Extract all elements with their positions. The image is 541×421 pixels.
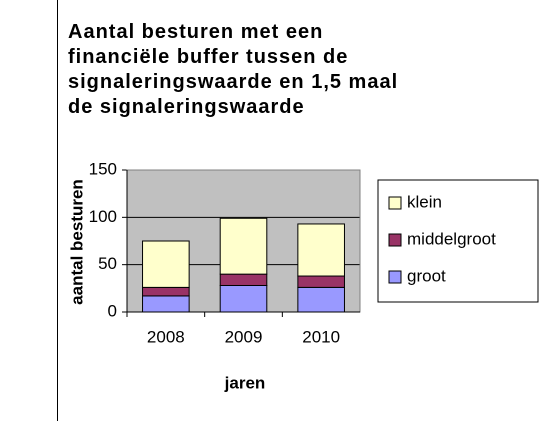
legend-swatch — [388, 270, 402, 284]
bar-segment — [142, 295, 190, 313]
y-tick-label: 50 — [98, 254, 117, 273]
x-tick-label: 2009 — [225, 327, 263, 346]
chart-title: signaleringswaarde en 1,5 maal — [68, 71, 398, 93]
y-tick-label: 0 — [108, 301, 117, 320]
x-tick-label: 2008 — [147, 327, 185, 346]
legend-swatch — [388, 196, 402, 210]
y-tick-label: 150 — [89, 159, 117, 178]
bar-segment — [219, 284, 268, 313]
bar-segment — [142, 240, 190, 288]
legend-box — [377, 179, 539, 303]
chart-title: de signaleringswaarde — [68, 96, 305, 118]
chart-title: Aantal besturen met een — [68, 21, 323, 43]
legend-label: middelgroot — [407, 229, 496, 248]
x-axis-title: jaren — [224, 373, 266, 392]
legend-swatch — [388, 233, 402, 247]
bar-segment — [142, 286, 190, 297]
bar-segment — [219, 273, 268, 286]
x-tick-label: 2010 — [302, 327, 340, 346]
bar-segment — [297, 275, 345, 288]
legend-label: groot — [407, 266, 446, 285]
chart-title: financiële buffer tussen de — [68, 46, 348, 68]
bar-segment — [297, 223, 345, 277]
y-axis-title: aantal besturen — [67, 179, 86, 305]
y-tick-label: 100 — [89, 207, 117, 226]
legend-label: klein — [407, 192, 442, 211]
bar-segment — [219, 217, 268, 275]
bar-segment — [297, 286, 345, 313]
